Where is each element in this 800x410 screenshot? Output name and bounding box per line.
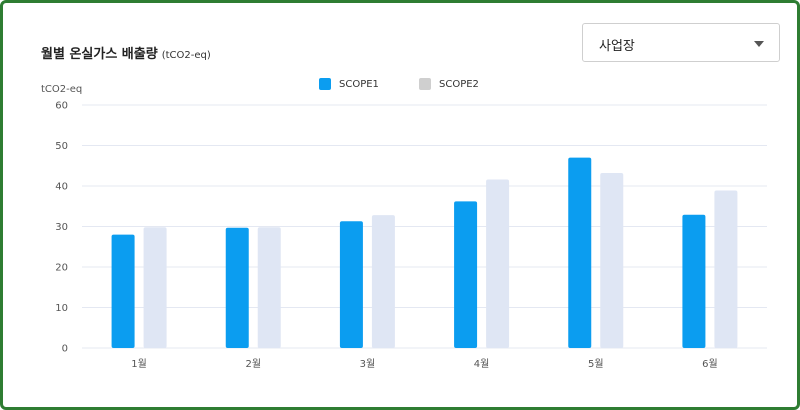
legend-item-scope1[interactable]: SCOPE1 xyxy=(319,76,379,92)
site-select-label: 사업장 xyxy=(599,39,635,54)
x-tick-label: 1월 xyxy=(131,358,147,370)
y-axis-label: tCO2-eq xyxy=(41,84,83,95)
x-tick-label: 2월 xyxy=(245,358,261,370)
legend-swatch-scope1 xyxy=(319,78,331,90)
bar-scope2 xyxy=(486,179,510,348)
bar-scope1 xyxy=(339,221,363,348)
y-tick-label: 60 xyxy=(55,101,68,112)
chart-legend: SCOPE1 SCOPE2 xyxy=(3,76,800,92)
x-tick-label: 6월 xyxy=(702,358,718,370)
legend-item-scope2[interactable]: SCOPE2 xyxy=(419,76,479,92)
y-tick-label: 50 xyxy=(55,141,68,152)
y-tick-label: 40 xyxy=(55,182,68,193)
site-select[interactable]: 사업장 xyxy=(582,23,780,62)
chart-title-text: 월별 온실가스 배출량 xyxy=(41,47,158,62)
y-tick-label: 0 xyxy=(62,344,68,355)
bar-chart: 0 10 20 30 40 50 60 1월 2월 3월 4월 5월 6월 xyxy=(55,101,767,370)
bar-scope2 xyxy=(371,215,395,348)
y-tick-label: 30 xyxy=(55,222,68,233)
bar-scope1 xyxy=(568,157,592,348)
legend-label-scope2: SCOPE2 xyxy=(439,78,479,90)
x-tick-label: 4월 xyxy=(474,358,490,370)
bar-scope2 xyxy=(143,227,167,348)
bar-scope1 xyxy=(682,214,706,348)
chevron-down-icon xyxy=(754,41,764,47)
bar-scope2 xyxy=(257,227,281,348)
bar-scope2 xyxy=(600,173,624,348)
bar-scope1 xyxy=(454,201,478,348)
x-tick-label: 5월 xyxy=(588,358,604,370)
legend-swatch-scope2 xyxy=(419,78,431,90)
y-tick-label: 10 xyxy=(55,303,68,314)
y-tick-label: 20 xyxy=(55,263,68,274)
chart-title-unit: (tCO2-eq) xyxy=(161,50,211,61)
bar-scope1 xyxy=(225,227,249,348)
chart-title: 월별 온실가스 배출량 (tCO2-eq) xyxy=(41,43,211,62)
x-tick-label: 3월 xyxy=(360,358,376,370)
legend-label-scope1: SCOPE1 xyxy=(339,78,379,90)
bar-scope2 xyxy=(714,190,738,348)
bar-scope1 xyxy=(111,234,135,348)
